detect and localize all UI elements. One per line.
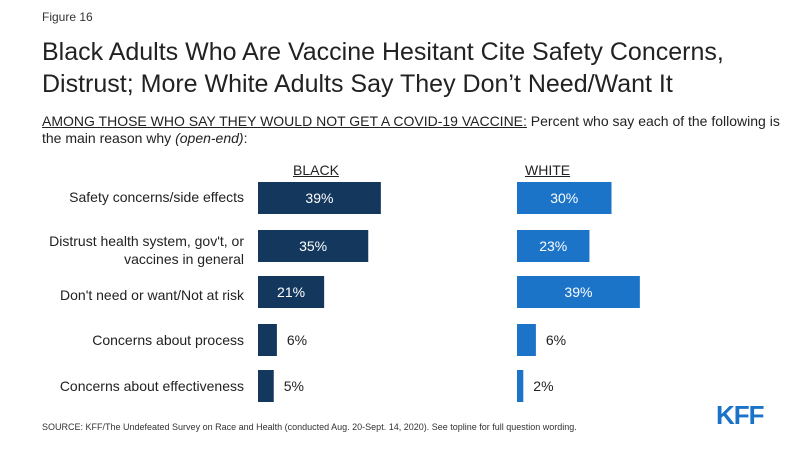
chart-title-line-1: Black Adults Who Are Vaccine Hesitant Ci… — [42, 38, 724, 66]
data-label-white-2: 23% — [539, 238, 567, 254]
bar-black-4 — [258, 324, 277, 356]
chart-title: Black Adults Who Are Vaccine Hesitant Ci… — [42, 36, 782, 100]
category-label-1-line-1: Safety concerns/side effects — [69, 189, 244, 205]
chart-subtitle: AMONG THOSE WHO SAY THEY WOULD NOT GET A… — [42, 113, 787, 147]
category-label-5: Concerns about effectiveness — [60, 377, 244, 395]
subtitle-end: : — [243, 130, 248, 146]
category-label-2-line-2: vaccines in general — [124, 251, 244, 267]
data-label-white-3: 39% — [564, 284, 592, 300]
bar-white-5 — [517, 370, 524, 402]
bar-white-4 — [517, 324, 536, 356]
bar-black-3 — [258, 276, 325, 308]
bar-black-1 — [258, 182, 381, 214]
source-note: SOURCE: KFF/The Undefeated Survey on Rac… — [42, 422, 577, 432]
subtitle-population: AMONG THOSE WHO SAY THEY WOULD NOT GET A… — [42, 113, 527, 129]
panel-header-black: BLACK — [293, 162, 339, 178]
category-label-3: Don't need or want/Not at risk — [60, 286, 244, 304]
category-label-2-line-1: Distrust health system, gov't, or — [49, 233, 244, 249]
bar-white-1 — [517, 182, 612, 214]
data-label-white-1: 30% — [550, 190, 578, 206]
subtitle-text: Percent who say each of the following is… — [42, 113, 780, 146]
panel-header-white: WHITE — [525, 162, 571, 178]
bar-white-3 — [517, 276, 640, 308]
chart-title-line-2: Distrust; More White Adults Say They Don… — [42, 70, 673, 98]
subtitle-open-end: (open-end) — [175, 130, 244, 146]
category-label-5-line-1: Concerns about effectiveness — [59, 378, 244, 394]
data-label-white-5: 2% — [533, 378, 553, 394]
category-label-4-line-1: Concerns about process — [92, 332, 244, 348]
figure-label: Figure 16 — [42, 10, 93, 24]
data-label-black-4: 6% — [287, 332, 307, 348]
bar-black-5 — [258, 370, 274, 402]
category-label-2: Distrust health system, gov't, or vaccin… — [49, 232, 244, 268]
category-label-4: Concerns about process — [92, 331, 244, 349]
bar-white-2 — [517, 230, 590, 262]
kff-logo: KFF — [716, 400, 765, 430]
category-label-3-line-1: Don't need or want/Not at risk — [60, 287, 244, 303]
data-label-white-4: 6% — [546, 332, 566, 348]
bar-black-2 — [258, 230, 369, 262]
data-label-black-2: 35% — [299, 238, 327, 254]
category-label-1: Safety concerns/side effects — [69, 188, 244, 206]
data-label-black-1: 39% — [305, 190, 333, 206]
data-label-black-5: 5% — [284, 378, 304, 394]
data-label-black-3: 21% — [277, 284, 305, 300]
